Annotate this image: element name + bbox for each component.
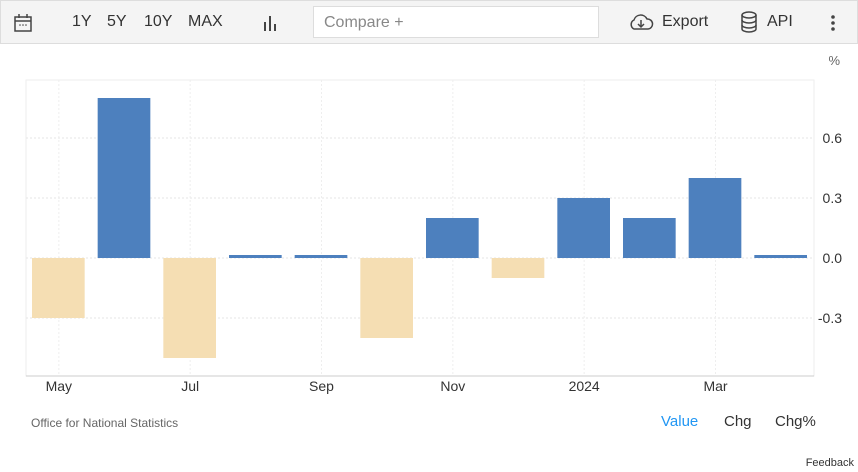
cloud-download-icon[interactable]: [628, 12, 654, 32]
database-icon[interactable]: [740, 11, 758, 33]
x-tick-label: Jul: [181, 378, 199, 394]
y-tick-label: 0.6: [823, 130, 843, 146]
calendar-icon[interactable]: [13, 13, 33, 33]
export-button[interactable]: Export: [662, 13, 709, 30]
bar-oct: [360, 258, 413, 338]
source-label[interactable]: Office for National Statistics: [31, 416, 179, 430]
bar-chart: May Jul Sep Nov 2024 Mar 0.6 0.3 0.0 -0.3 %: [25, 53, 843, 394]
vertical-dots-icon[interactable]: [830, 14, 836, 32]
y-tick-label: -0.3: [818, 310, 842, 326]
bar-2024: [557, 198, 610, 258]
feedback-link[interactable]: Feedback: [805, 457, 854, 469]
api-button[interactable]: API: [767, 13, 793, 30]
range-5y[interactable]: 5Y: [107, 13, 127, 30]
mode-chg-pct[interactable]: Chg%: [775, 413, 816, 430]
x-tick-label: Sep: [309, 378, 334, 394]
toolbar: 1Y 5Y 10Y MAX Compare + Export API: [0, 0, 858, 44]
bar-jun: [97, 98, 151, 258]
x-tick-label: May: [46, 378, 72, 394]
x-tick-label: Nov: [440, 378, 465, 394]
bar-dec: [491, 258, 545, 278]
range-10y[interactable]: 10Y: [144, 13, 173, 30]
bar-may: [32, 258, 85, 318]
bar-aug: [229, 255, 282, 258]
mode-value[interactable]: Value: [661, 413, 699, 430]
bar-jul: [163, 258, 216, 358]
y-tick-label: 0.3: [823, 190, 843, 206]
bar-feb: [623, 218, 676, 258]
bar-sep: [294, 255, 348, 258]
y-tick-label: 0.0: [823, 250, 843, 266]
range-max[interactable]: MAX: [188, 13, 223, 30]
bar-mar: [688, 178, 742, 258]
x-tick-label: 2024: [569, 378, 600, 394]
mode-chg[interactable]: Chg: [724, 413, 752, 430]
range-1y[interactable]: 1Y: [72, 13, 92, 30]
compare-input[interactable]: Compare +: [313, 6, 599, 38]
bar-apr: [754, 255, 807, 258]
x-tick-label: Mar: [703, 378, 727, 394]
bar-nov: [426, 218, 479, 258]
unit-label: %: [828, 53, 840, 68]
bar-chart-icon[interactable]: [263, 14, 279, 32]
